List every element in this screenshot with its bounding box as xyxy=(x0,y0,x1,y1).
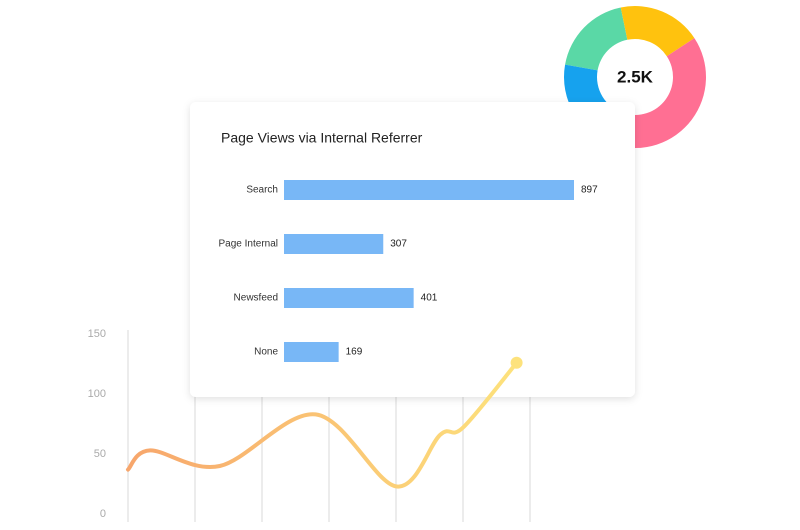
y-tick-label: 100 xyxy=(88,388,106,400)
bar xyxy=(284,342,339,362)
bar xyxy=(284,288,414,308)
donut-segment xyxy=(620,5,695,57)
bar-chart-title: Page Views via Internal Referrer xyxy=(221,130,423,146)
bar xyxy=(284,180,574,200)
card xyxy=(190,102,635,397)
line-chart xyxy=(126,356,523,489)
bar-category-label: Page Internal xyxy=(219,239,279,250)
bar xyxy=(284,234,384,254)
bar-category-label: Search xyxy=(246,185,278,196)
line xyxy=(126,360,519,489)
bar-chart: Page Views via Internal Referrer Search 89… xyxy=(219,130,598,362)
bar-value-label: 401 xyxy=(421,293,438,304)
bar-category-label: None xyxy=(254,347,278,358)
y-tick-label: 50 xyxy=(94,448,106,460)
y-tick-label: 150 xyxy=(88,328,106,340)
bar-value-label: 897 xyxy=(581,185,598,196)
donut-center-label: 2.5K xyxy=(617,67,654,86)
line-end-dot xyxy=(510,356,523,369)
donut-segment xyxy=(565,7,628,71)
bar-category-label: Newsfeed xyxy=(234,293,278,304)
donut-segment xyxy=(614,38,706,149)
y-tick-label: 0 xyxy=(100,508,106,520)
bar-value-label: 307 xyxy=(390,239,407,250)
bar-value-label: 169 xyxy=(346,347,363,358)
